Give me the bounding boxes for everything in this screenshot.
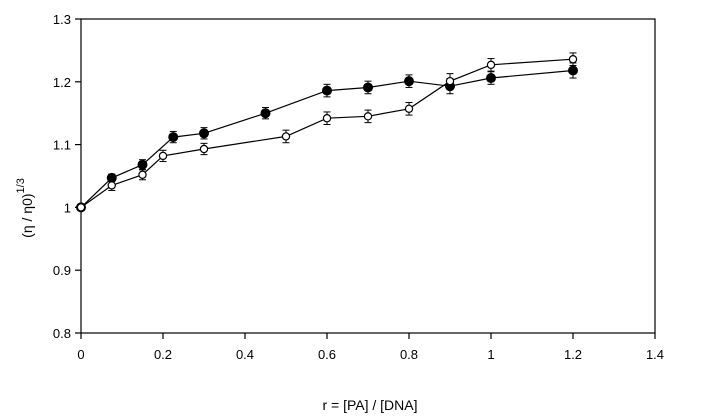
data-point-open <box>158 151 168 161</box>
series-filled <box>76 62 578 213</box>
x-tick-label: 1.2 <box>564 347 582 362</box>
x-tick-label: 0.2 <box>154 347 172 362</box>
labels: r = [PA] / [DNA] (η / η0)1/3 <box>15 178 418 413</box>
y-tick-label: 0.9 <box>53 263 71 278</box>
data-point-filled <box>363 82 373 93</box>
y-axis-title-slash: / <box>19 214 35 226</box>
x-tick-label: 0.4 <box>236 347 254 362</box>
y-axis-title-close-paren: ) <box>19 193 35 198</box>
y-axis-title-eta0: η <box>19 206 35 214</box>
data-point-filled <box>168 132 179 143</box>
data-point-open <box>76 203 86 212</box>
ticks: 0 0.2 0.4 0.6 0.8 1 1.2 1.4 0.8 0.9 1 1.1 1.2 1.3 <box>53 12 664 362</box>
x-axis-title: r = [PA] / [DNA] <box>322 397 417 413</box>
data-point-open <box>363 112 373 121</box>
data-point-open <box>445 76 455 86</box>
series-line-filled <box>80 69 574 208</box>
x-tick-label: 0.6 <box>318 347 336 362</box>
data-point-open <box>322 114 332 123</box>
data-point-filled <box>568 65 578 76</box>
y-tick-label: 1.3 <box>53 12 71 27</box>
y-axis-title-exponent: 1/3 <box>15 178 27 193</box>
y-tick-label: 1.1 <box>53 138 71 153</box>
x-tick-label: 0.8 <box>400 347 418 362</box>
y-axis-title-zero: 0 <box>19 198 35 206</box>
data-point-open <box>404 104 414 114</box>
data-point-filled <box>404 76 414 87</box>
plot-frame <box>80 18 656 334</box>
data-point-filled <box>137 159 148 170</box>
data-point-open <box>568 54 578 64</box>
data-point-open <box>199 144 209 154</box>
y-tick-label: 1.2 <box>53 75 71 90</box>
data-point-open <box>138 170 147 179</box>
data-point-filled <box>199 128 209 139</box>
data-point-open <box>281 132 291 141</box>
axes <box>80 18 656 334</box>
series-layer <box>76 52 578 213</box>
x-tick-label: 0 <box>77 347 84 362</box>
y-tick-label: 1 <box>64 200 71 215</box>
y-axis-title-eta: η <box>19 225 35 233</box>
data-point-filled <box>486 73 496 84</box>
x-tick-label: 1.4 <box>646 347 664 362</box>
y-tick-label: 0.8 <box>53 326 71 341</box>
data-point-open <box>107 181 116 190</box>
y-axis-title-open-paren: ( <box>19 233 35 238</box>
x-tick-label: 1 <box>487 347 494 362</box>
data-point-filled <box>260 108 271 119</box>
series-open <box>76 52 578 212</box>
y-axis-title: (η / η0)1/3 <box>15 178 35 238</box>
data-point-open <box>486 60 496 70</box>
data-point-filled <box>322 85 332 96</box>
series-line-open <box>80 58 574 208</box>
